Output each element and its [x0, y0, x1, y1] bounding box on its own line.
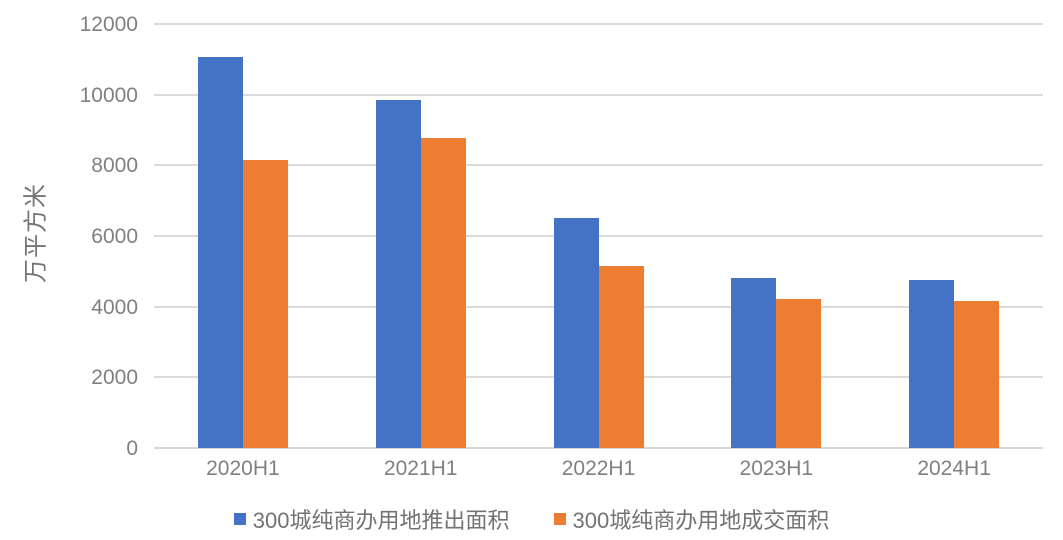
bar-2024H1-series-2: [954, 301, 1000, 448]
bar-2022H1-series-2: [598, 265, 644, 448]
gridline: [154, 23, 1043, 25]
x-axis-tick-label: 2021H1: [383, 457, 458, 480]
bar-2020H1-series-2: [242, 160, 288, 448]
legend-item-series-2: 300城纯商办用地成交面积: [553, 503, 830, 535]
legend-label: 300城纯商办用地成交面积: [572, 508, 830, 533]
bar-2021H1-series-1: [375, 99, 421, 448]
x-axis-tick-label: 2023H1: [739, 457, 814, 480]
legend-swatch-icon: [233, 513, 246, 525]
x-axis-tick-label: 2024H1: [917, 457, 991, 480]
y-axis-tick-label: 12000: [79, 13, 138, 36]
bar-2024H1-series-1: [909, 280, 955, 448]
y-axis-tick-label: 0: [126, 437, 138, 460]
y-axis-tick-label: 6000: [91, 225, 138, 248]
plot-area: [154, 23, 1043, 449]
gridline: [154, 164, 1043, 167]
y-axis-tick-label: 8000: [91, 154, 138, 178]
bar-2023H1-series-1: [731, 278, 777, 448]
y-axis-tick-label: 2000: [91, 366, 138, 390]
legend-label: 300城纯商办用地推出面积: [252, 508, 510, 533]
x-axis-line: [154, 447, 1043, 449]
legend: 300城纯商办用地推出面积 300城纯商办用地成交面积: [0, 503, 1063, 535]
legend-item-series-1: 300城纯商办用地推出面积: [233, 503, 510, 535]
x-axis-tick-label: 2022H1: [561, 457, 636, 480]
x-axis-tick-label: 2020H1: [206, 457, 280, 480]
bar-2021H1-series-2: [420, 137, 466, 448]
gridline: [154, 93, 1043, 96]
bar-2023H1-series-2: [776, 298, 822, 448]
bar-2020H1-series-1: [197, 56, 243, 448]
gridline: [154, 235, 1043, 237]
legend-swatch-icon: [553, 513, 566, 525]
y-axis-tick-label: 10000: [79, 83, 138, 107]
bar-2022H1-series-1: [553, 218, 599, 448]
y-axis-tick-label: 4000: [91, 295, 138, 319]
